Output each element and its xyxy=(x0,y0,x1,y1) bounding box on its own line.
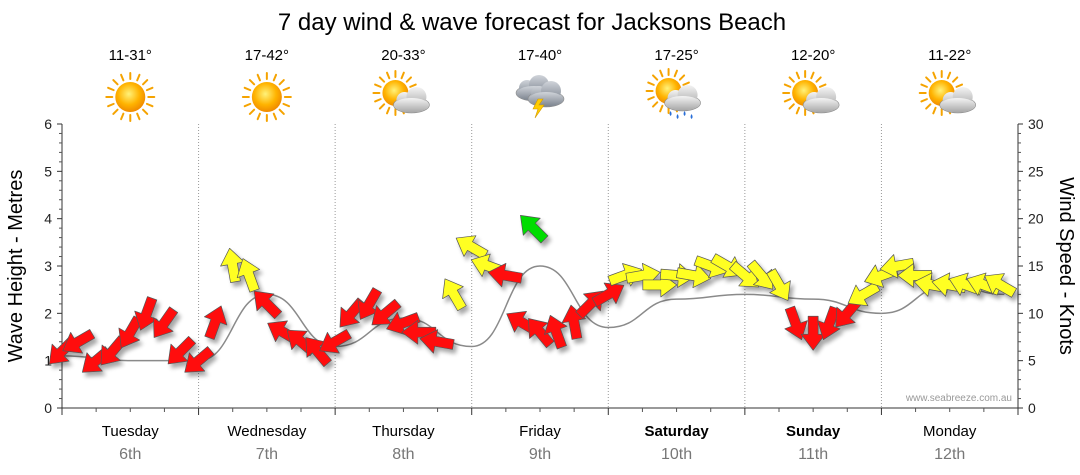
y-right-tick-label: 25 xyxy=(1028,163,1044,179)
temp-range: 20-33° xyxy=(381,47,425,64)
wind-arrow xyxy=(153,306,179,338)
wave-height-line xyxy=(61,265,1005,362)
day-label: Thursday xyxy=(372,423,435,440)
date-label: 10th xyxy=(661,446,692,463)
wind-arrow xyxy=(236,258,261,293)
wind-arrow xyxy=(835,297,862,328)
wind-arrow xyxy=(319,329,352,354)
day-label: Monday xyxy=(923,423,977,440)
wind-arrow xyxy=(62,329,96,354)
axes: 0 1 2 3 4 5 6 0 5 10 15 20 25 30 xyxy=(44,116,1044,416)
day-label: Wednesday xyxy=(227,423,306,440)
wind-arrow xyxy=(204,305,228,340)
y-right-tick-label: 30 xyxy=(1028,116,1044,132)
day-header-monday: 11-22° Monday 12th xyxy=(918,47,977,463)
y-right-tick-label: 0 xyxy=(1028,400,1036,416)
wind-arrow xyxy=(305,337,332,368)
day-header-sunday: 12-20° Sunday 11th xyxy=(782,47,841,463)
y-right-tick-label: 10 xyxy=(1028,305,1044,321)
y-right-tick-label: 15 xyxy=(1028,258,1044,274)
y-right-tick-label: 5 xyxy=(1028,353,1036,369)
wind-arrow xyxy=(528,318,555,349)
credit-text: www.seabreeze.com.au xyxy=(905,393,1012,404)
storm-icon xyxy=(515,75,565,119)
y-left-tick-label: 5 xyxy=(44,163,52,179)
y-left-tick-label: 1 xyxy=(44,353,52,369)
wind-arrow xyxy=(984,273,1017,298)
day-header-saturday: 17-25° Saturday 10th xyxy=(644,47,709,463)
wind-arrow xyxy=(371,298,402,326)
wind-arrow xyxy=(675,263,712,288)
date-label: 8th xyxy=(392,446,414,463)
day-header-tuesday: 11-31° Tuesday 6th xyxy=(102,47,159,463)
grid xyxy=(198,124,882,408)
y-left-tick-label: 6 xyxy=(44,116,52,132)
y-left-tick-label: 4 xyxy=(44,211,52,227)
y-left-tick-label: 3 xyxy=(44,258,52,274)
wind-arrow xyxy=(766,268,791,301)
temp-range: 12-20° xyxy=(791,47,835,64)
wind-arrow xyxy=(419,329,455,354)
wind-arrow xyxy=(520,215,549,244)
temp-range: 11-31° xyxy=(109,47,152,64)
wind-arrow xyxy=(800,315,826,351)
wind-arrow xyxy=(167,336,197,365)
wave-series xyxy=(61,265,1005,362)
date-label: 9th xyxy=(529,446,551,463)
day-header-thursday: 20-33° Thursday 8th xyxy=(372,47,435,463)
y-left-tick-label: 2 xyxy=(44,305,52,321)
day-label: Saturday xyxy=(644,423,709,440)
day-header-wednesday: 17-42° Wednesday 7th xyxy=(227,47,306,463)
day-forecast-header: 11-31° Tuesday 6th 17-42° Wednesday 7th 20-33°… xyxy=(102,47,977,463)
day-label: Sunday xyxy=(786,423,841,440)
partly-cloudy-icon xyxy=(782,70,840,116)
wind-arrow xyxy=(184,346,215,373)
date-label: 6th xyxy=(119,446,141,463)
y-left-tick-label: 0 xyxy=(44,400,52,416)
partly-cloudy-icon xyxy=(372,70,430,116)
wind-arrow xyxy=(544,315,568,350)
sunny-icon xyxy=(105,72,156,122)
temp-range: 11-22° xyxy=(928,47,971,64)
y-right-tick-label: 20 xyxy=(1028,211,1044,227)
wind-arrow xyxy=(784,305,808,341)
temp-range: 17-40° xyxy=(518,47,562,64)
partly-cloudy-icon xyxy=(918,70,977,116)
day-label: Friday xyxy=(519,423,561,440)
date-label: 12th xyxy=(934,446,965,463)
day-label: Tuesday xyxy=(102,423,159,440)
y-left-axis-label: Wave Height - Metres xyxy=(5,170,27,363)
date-label: 7th xyxy=(256,446,278,463)
wind-arrow xyxy=(442,278,467,312)
day-header-friday: 17-40° Friday 9th xyxy=(515,47,565,463)
wind-series xyxy=(48,215,1017,373)
wind-arrow xyxy=(487,262,523,288)
wind-arrow xyxy=(134,296,158,331)
wind-arrow xyxy=(847,281,881,307)
showers-icon xyxy=(645,68,701,119)
sunny-icon xyxy=(241,72,292,122)
y-right-axis-label: Wind Speed - Knots xyxy=(1055,177,1077,355)
temp-range: 17-42° xyxy=(245,47,289,64)
date-label: 11th xyxy=(798,446,828,463)
chart-title: 7 day wind & wave forecast for Jacksons … xyxy=(278,9,786,36)
temp-range: 17-25° xyxy=(654,47,698,64)
wind-arrow xyxy=(253,290,283,320)
